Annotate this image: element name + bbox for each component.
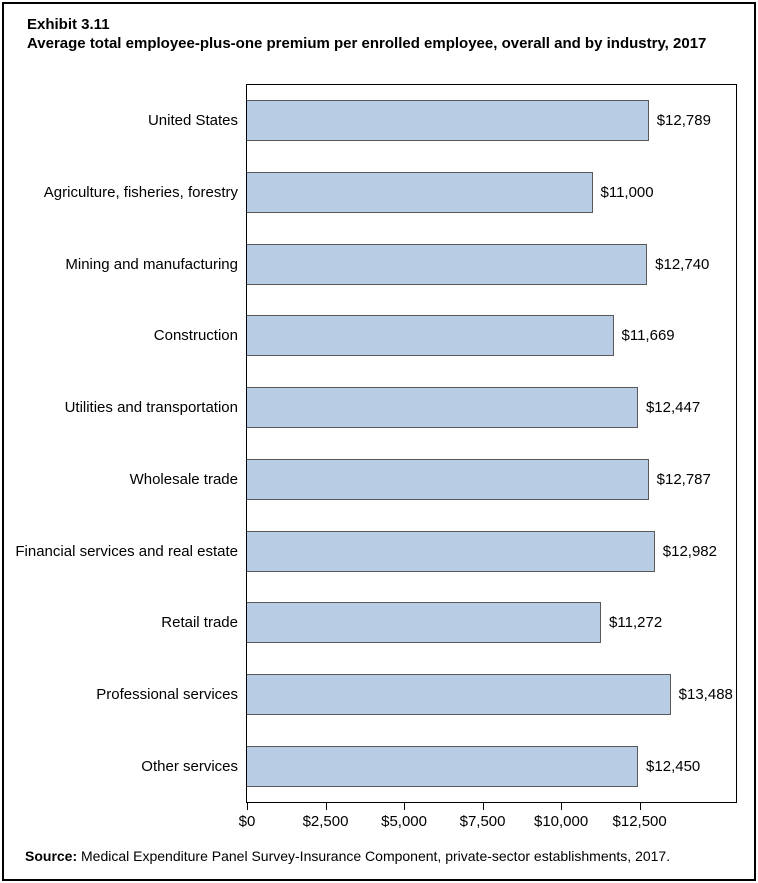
value-label: $12,789 [656,112,711,130]
bar-cell: $12,740 [247,228,737,300]
tick-mark [404,803,406,810]
category-label: Professional services [96,685,238,703]
bar [247,530,655,572]
bar [247,100,649,142]
exhibit-number: Exhibit 3.11 [27,16,110,33]
source-note: Source: Medical Expenditure Panel Survey… [25,848,735,864]
bar [247,315,614,357]
bar-row: Utilities and transportation $12,447 [2,372,737,444]
value-label: $12,740 [655,255,710,273]
tick-mark [482,803,484,810]
x-axis: $0 $2,500 $5,000 $7,500 $10,000 $12,500 [239,803,737,843]
tick-label: $12,500 [612,813,667,830]
value-label: $12,787 [656,470,711,488]
chart-title: Average total employee-plus-one premium … [27,35,707,52]
tick-mark [639,803,641,810]
bar-cell: $12,450 [247,730,737,802]
value-label: $12,447 [645,399,701,417]
category-label: Other services [141,757,238,775]
tick-label: $7,500 [459,813,506,830]
category-label: Financial services and real estate [15,542,238,560]
category-label: Agriculture, fisheries, forestry [43,184,238,202]
category-label: Utilities and transportation [64,399,238,417]
bar-cell: $12,982 [247,515,737,587]
tick-label: $5,000 [381,813,427,830]
category-label: Mining and manufacturing [65,255,238,273]
tick-mark [247,803,248,810]
value-label: $12,982 [662,542,717,560]
bar-cell: $11,272 [247,587,737,659]
value-label: $12,450 [646,757,701,775]
bar-row: Retail trade $11,272 [2,587,737,659]
tick-mark [561,803,563,810]
tick-label: $2,500 [302,813,349,830]
bar-row: United States $12,789 [2,85,737,157]
bar-row: Financial services and real estate $12,9… [2,515,737,587]
bar-row: Professional services $13,488 [2,659,737,731]
bar-cell: $11,669 [247,300,737,372]
bar [247,172,593,214]
bar [247,458,649,500]
value-label: $11,000 [600,184,654,202]
bar-row: Other services $12,450 [2,730,737,802]
bar-cell: $13,488 [247,659,737,731]
bar-cell: $12,787 [247,444,737,516]
bar-cell: $12,789 [247,85,737,157]
category-label: Construction [153,327,238,345]
tick-mark [325,803,327,810]
bar [247,602,602,644]
value-label: $11,272 [609,614,663,632]
tick-label: $0 [238,813,256,830]
bar-row: Agriculture, fisheries, forestry $11,000 [2,157,737,229]
bar [247,243,648,285]
chart-title-block: Exhibit 3.11 Average total employee-plus… [27,15,727,53]
bar-row: Wholesale trade $12,787 [2,444,737,516]
bar-row: Mining and manufacturing $12,740 [2,228,737,300]
source-label: Source: [25,848,78,864]
bar-cell: $12,447 [247,372,737,444]
value-label: $13,488 [678,685,733,703]
bar [247,745,639,787]
category-label: Retail trade [161,614,238,632]
chart-rows: United States $12,789 Agriculture, fishe… [2,85,737,802]
tick-label: $10,000 [533,813,589,830]
bar [247,387,638,429]
category-label: Wholesale trade [129,470,238,488]
bar-cell: $11,000 [247,157,737,229]
category-label: United States [147,112,238,130]
source-text: Medical Expenditure Panel Survey-Insuran… [77,848,671,864]
bar [247,673,671,715]
bar-row: Construction $11,669 [2,300,737,372]
value-label: $11,669 [621,327,675,345]
